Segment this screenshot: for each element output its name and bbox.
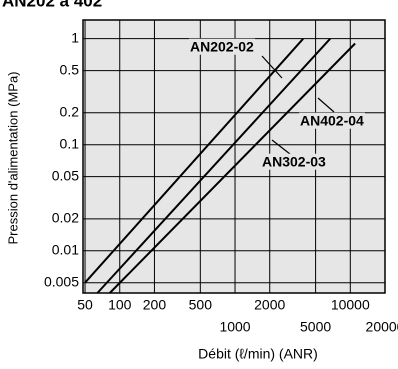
label-bg bbox=[299, 112, 366, 129]
x-tick-label: 50 bbox=[77, 297, 93, 313]
y-tick-label: 0.005 bbox=[44, 273, 79, 289]
series-line bbox=[84, 38, 304, 284]
x-tick-label: 20000 bbox=[366, 319, 398, 335]
x-tick-label: 200 bbox=[143, 297, 167, 313]
y-tick-label: 0.5 bbox=[60, 61, 80, 77]
y-tick-label: 0.02 bbox=[52, 210, 79, 226]
x-tick-label: 500 bbox=[189, 297, 213, 313]
y-tick-label: 0.01 bbox=[52, 241, 79, 257]
series-label: AN402-04 bbox=[300, 113, 364, 129]
x-tick-label: 100 bbox=[108, 297, 132, 313]
series-line bbox=[109, 42, 356, 294]
x-tick-label: 2000 bbox=[254, 297, 285, 313]
x-tick-label: 5000 bbox=[300, 319, 331, 335]
chart-title: AN202 à 402 bbox=[2, 0, 102, 10]
leader-line bbox=[271, 139, 291, 155]
x-tick-label: 1000 bbox=[219, 319, 250, 335]
label-bg bbox=[261, 153, 328, 170]
y-tick-label: 0.05 bbox=[52, 167, 79, 183]
plot-area bbox=[83, 20, 385, 293]
y-tick-label: 1 bbox=[71, 29, 79, 45]
leader-line bbox=[317, 97, 335, 113]
y-tick-label: 0.1 bbox=[60, 135, 80, 151]
x-tick-label: 10000 bbox=[331, 297, 370, 313]
leader-line bbox=[261, 55, 283, 79]
series-label: AN302-03 bbox=[262, 154, 326, 170]
y-axis-label: Pression d'alimentation (MPa) bbox=[5, 72, 20, 245]
series-label: AN202-02 bbox=[190, 39, 254, 55]
y-tick-label: 0.2 bbox=[60, 104, 80, 120]
x-axis-label: Débit (ℓ/min) (ANR) bbox=[198, 346, 318, 362]
plot-frame bbox=[82, 19, 386, 294]
series-line bbox=[96, 38, 331, 294]
label-bg bbox=[189, 38, 256, 55]
